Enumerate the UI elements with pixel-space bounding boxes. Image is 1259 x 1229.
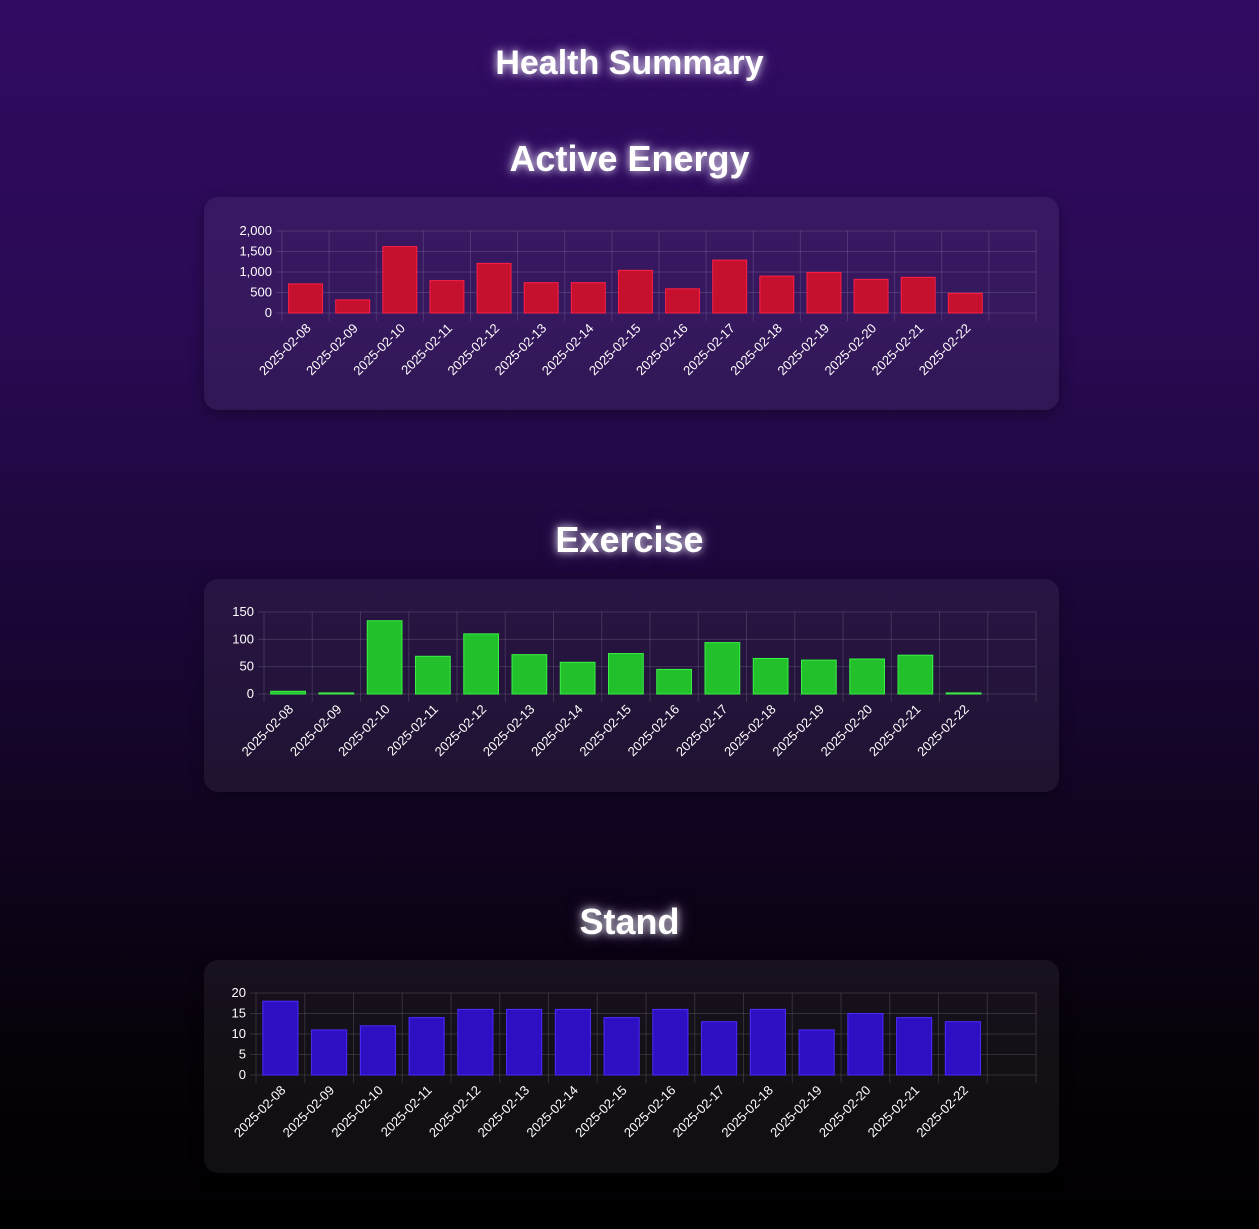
bar-2025-02-17[interactable]	[712, 259, 748, 314]
bar-2025-02-20[interactable]	[847, 1013, 884, 1076]
x-tick-label: 2025-02-09	[280, 1083, 338, 1141]
bar-2025-02-16[interactable]	[652, 1008, 689, 1076]
chart-card-exercise: 0 50 100 150 2025-02-08 2025-02-09 2025-02-10 2…	[204, 579, 1059, 792]
y-tick-label: 0	[265, 305, 272, 320]
x-tick-label: 2025-02-12	[426, 1083, 484, 1141]
bar-2025-02-13[interactable]	[506, 1008, 543, 1076]
x-tick-label: 2025-02-18	[718, 1083, 776, 1141]
y-tick-label: 10	[232, 1026, 246, 1041]
bar-2025-02-18[interactable]	[749, 1008, 786, 1076]
bar-2025-02-15[interactable]	[617, 269, 653, 314]
x-tick-label: 2025-02-17	[670, 1083, 728, 1141]
x-tick-label: 2025-02-14	[523, 1083, 581, 1141]
y-tick-label: 100	[232, 631, 254, 646]
bar-2025-02-11[interactable]	[415, 655, 451, 695]
x-tick-label: 2025-02-22	[914, 702, 972, 760]
bar-2025-02-08[interactable]	[262, 1000, 299, 1076]
x-tick-label: 2025-02-20	[816, 1083, 874, 1141]
y-tick-label: 50	[240, 659, 254, 674]
bar-2025-02-12[interactable]	[457, 1008, 494, 1076]
bar-2025-02-18[interactable]	[759, 275, 795, 314]
bar-2025-02-14[interactable]	[554, 1008, 591, 1076]
bar-2025-02-17[interactable]	[701, 1021, 738, 1076]
bar-2025-02-14[interactable]	[570, 282, 606, 314]
bar-2025-02-19[interactable]	[798, 1029, 835, 1076]
bar-2025-02-21[interactable]	[896, 1017, 933, 1076]
bar-2025-02-13[interactable]	[523, 282, 559, 314]
bar-2025-02-19[interactable]	[806, 271, 842, 314]
chart-title-active-energy: Active Energy	[509, 138, 750, 179]
chart-title-stand: Stand	[579, 901, 680, 942]
bar-2025-02-22[interactable]	[947, 292, 983, 314]
y-tick-label: 1,500	[239, 244, 272, 259]
chart-card-active-energy: 0 500 1,000 1,500 2,000 2025-02-08 2025-02-09 2…	[204, 197, 1059, 410]
bar-2025-02-18[interactable]	[752, 657, 789, 695]
chart-card-stand: 0 5 10 15 20 2025-02-08 2025-02-09 2025-02-10 20…	[204, 960, 1059, 1173]
x-tick-label: 2025-02-15	[572, 1083, 630, 1141]
bar-2025-02-19[interactable]	[801, 659, 837, 695]
chart-exercise: 0501001502025-02-082025-02-092025-02-102…	[232, 604, 1037, 760]
bar-2025-02-21[interactable]	[897, 654, 934, 695]
bar-2025-02-08[interactable]	[288, 283, 324, 314]
bar-2025-02-15[interactable]	[608, 653, 644, 695]
y-tick-label: 20	[232, 985, 246, 1000]
bar-2025-02-08[interactable]	[270, 690, 306, 695]
y-tick-label: 0	[247, 686, 254, 701]
bar-2025-02-12[interactable]	[463, 633, 499, 695]
y-tick-label: 5	[239, 1047, 246, 1062]
bar-2025-02-11[interactable]	[408, 1017, 445, 1076]
x-tick-label: 2025-02-16	[621, 1083, 679, 1141]
y-tick-label: 150	[232, 604, 254, 619]
bar-2025-02-13[interactable]	[511, 654, 548, 695]
x-tick-label: 2025-02-22	[916, 321, 974, 379]
bar-2025-02-16[interactable]	[656, 668, 692, 695]
y-tick-label: 2,000	[239, 223, 272, 238]
bar-2025-02-10[interactable]	[366, 620, 403, 695]
bar-2025-02-10[interactable]	[382, 246, 418, 314]
bar-2025-02-22[interactable]	[945, 692, 982, 695]
x-tick-label: 2025-02-21	[865, 1083, 923, 1141]
x-tick-label: 2025-02-10	[350, 321, 408, 379]
bar-2025-02-21[interactable]	[900, 276, 936, 314]
chart-active-energy: 05001,0001,5002,0002025-02-082025-02-092…	[239, 223, 1037, 379]
x-tick-label: 2025-02-10	[335, 702, 393, 760]
x-tick-label: 2025-02-19	[767, 1083, 825, 1141]
bar-2025-02-11[interactable]	[429, 280, 465, 314]
y-tick-label: 15	[232, 1006, 246, 1021]
bar-2025-02-15[interactable]	[603, 1017, 640, 1076]
bar-2025-02-09[interactable]	[335, 299, 371, 314]
chart-title-exercise: Exercise	[555, 519, 704, 560]
bar-2025-02-09[interactable]	[318, 692, 355, 695]
bar-2025-02-09[interactable]	[311, 1029, 348, 1076]
y-tick-label: 500	[250, 285, 272, 300]
bar-2025-02-22[interactable]	[944, 1021, 981, 1076]
x-tick-label: 2025-02-08	[231, 1083, 289, 1141]
x-tick-label: 2025-02-13	[475, 1083, 533, 1141]
x-tick-label: 2025-02-22	[913, 1083, 971, 1141]
bar-2025-02-17[interactable]	[704, 642, 741, 695]
bar-2025-02-12[interactable]	[476, 262, 512, 314]
bar-2025-02-20[interactable]	[849, 658, 885, 695]
y-tick-label: 1,000	[239, 264, 272, 279]
bar-2025-02-20[interactable]	[853, 278, 889, 314]
bar-2025-02-16[interactable]	[665, 288, 701, 314]
bar-2025-02-10[interactable]	[359, 1025, 396, 1076]
y-tick-label: 0	[239, 1067, 246, 1082]
bar-2025-02-14[interactable]	[559, 661, 596, 695]
page-title: Health Summary	[495, 44, 764, 82]
x-tick-label: 2025-02-10	[328, 1083, 386, 1141]
